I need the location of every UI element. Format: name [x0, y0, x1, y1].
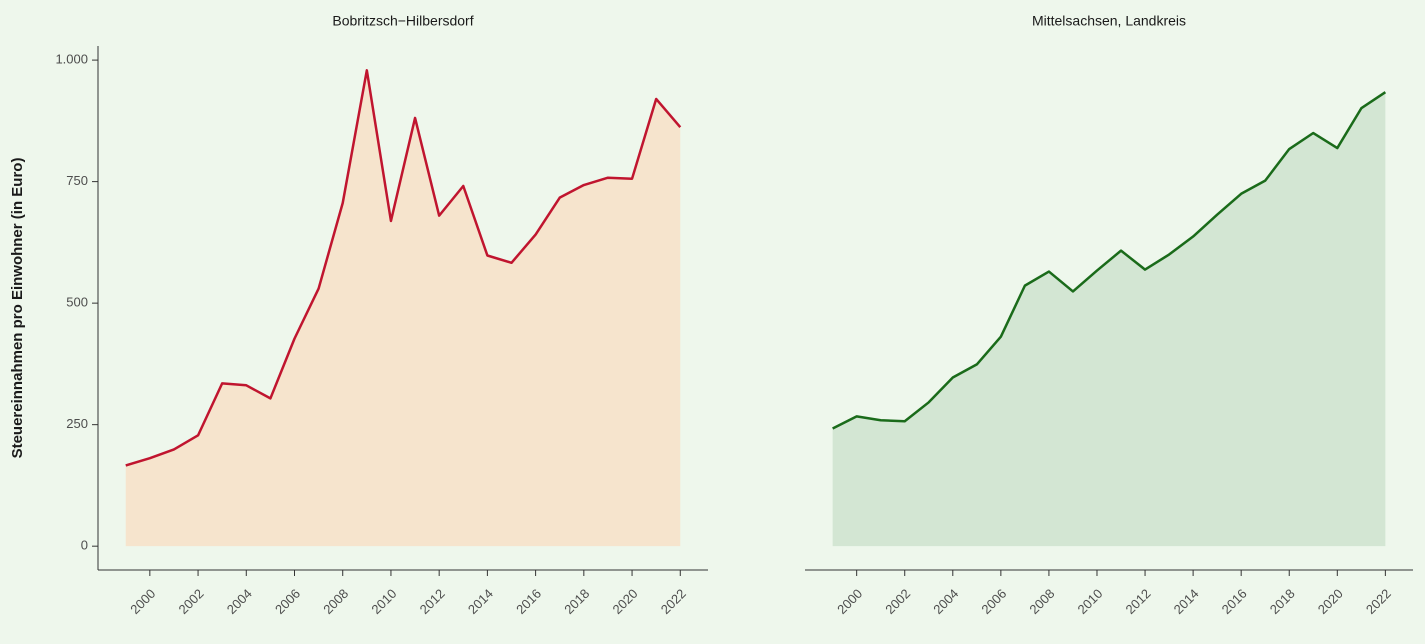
y-tick-label: 1.000	[55, 52, 88, 67]
y-tick-label: 250	[66, 416, 88, 431]
line	[832, 91, 1387, 430]
y-tick-label: 0	[81, 538, 88, 553]
area	[125, 70, 681, 547]
area	[832, 92, 1386, 547]
panel-title: Mittelsachsen, Landkreis	[1032, 13, 1186, 29]
panel-title: Bobritzsch−Hilbersdorf	[332, 13, 473, 29]
y-axis-label: Steuereinnahmen pro Einwohner (in Euro)	[9, 158, 26, 459]
line	[125, 69, 682, 467]
y-tick-label: 500	[66, 295, 88, 310]
y-tick-label: 750	[66, 173, 88, 188]
